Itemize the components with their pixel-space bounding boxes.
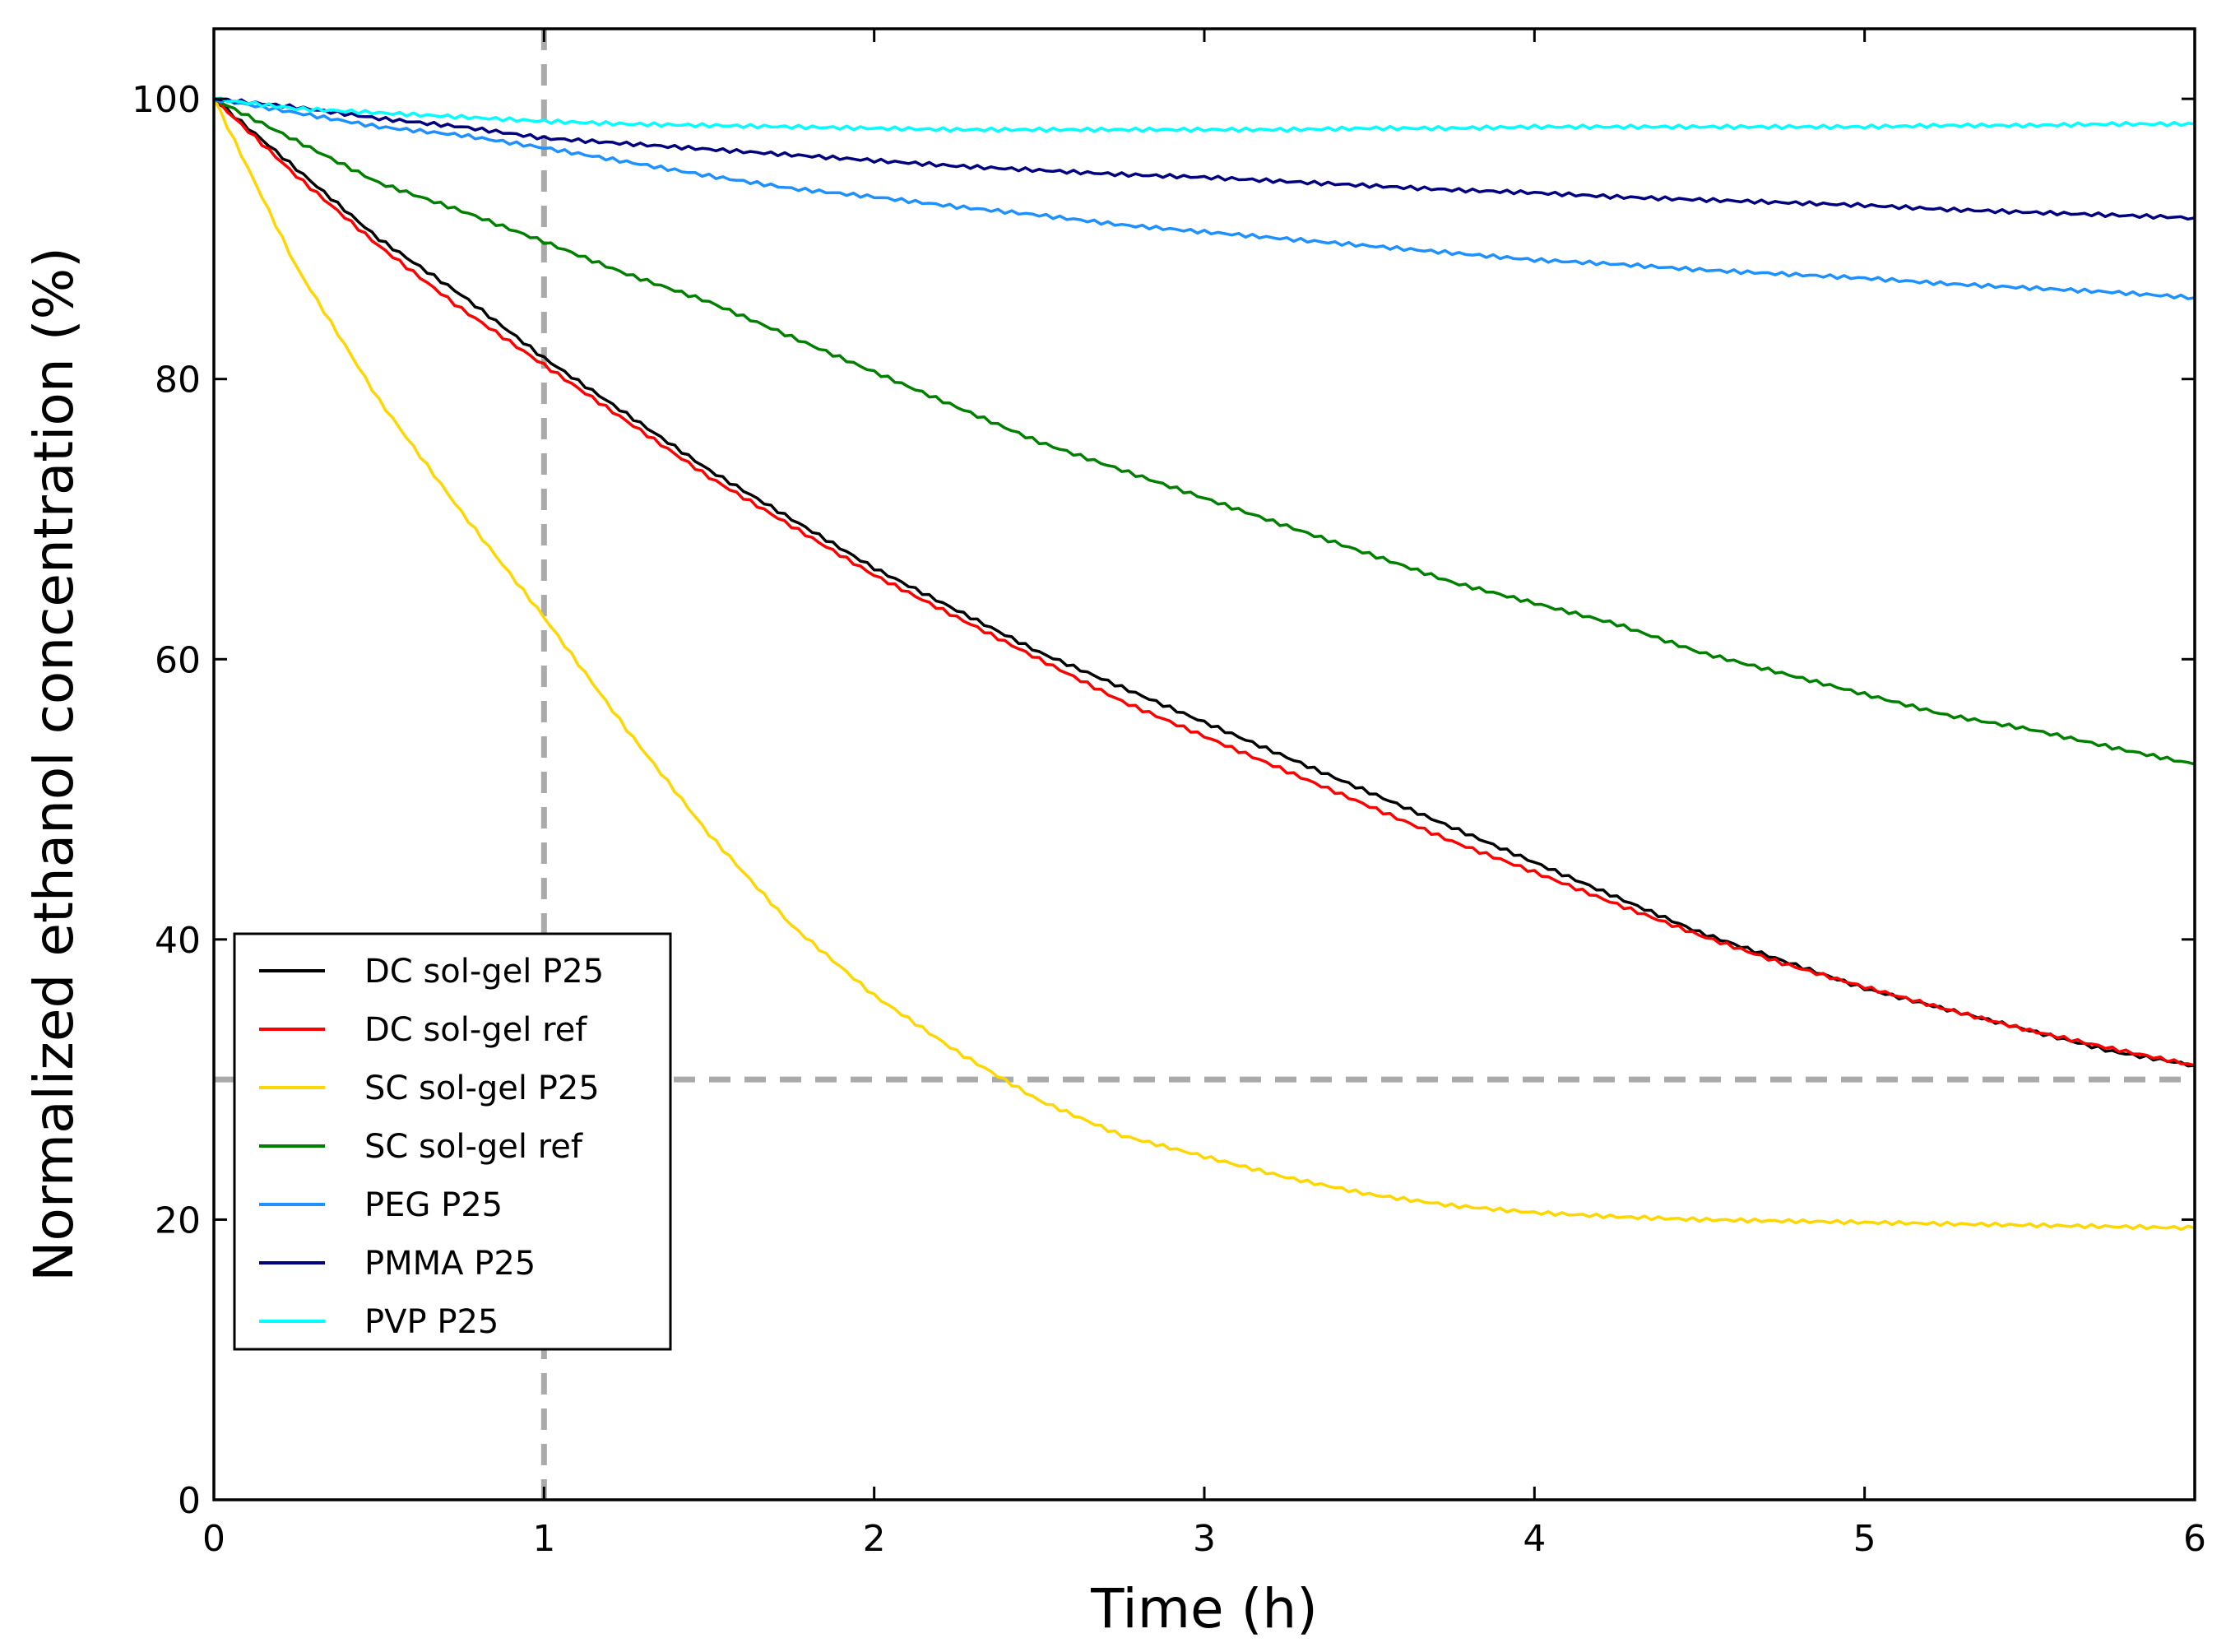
x-tick-label: 6	[2183, 1518, 2206, 1560]
series-line-pmma-p25	[213, 97, 2196, 221]
x-tick-label: 4	[1523, 1518, 1546, 1560]
legend-box	[233, 932, 672, 1351]
y-tick-label: 40	[155, 920, 201, 962]
x-tick-label: 2	[863, 1518, 886, 1560]
legend-label: SC sol-gel P25	[364, 1070, 600, 1107]
series-line-sc-sol-gel-ref	[213, 97, 2196, 766]
legend-label: DC sol-gel P25	[364, 953, 604, 991]
legend-label: PVP P25	[364, 1303, 499, 1341]
legend-label: SC sol-gel ref	[364, 1128, 583, 1166]
x-tick-label: 1	[532, 1518, 555, 1560]
legend-label: DC sol-gel ref	[364, 1011, 587, 1049]
y-tick-label: 100	[132, 79, 201, 121]
y-tick-label: 60	[155, 639, 201, 681]
x-tick-label: 5	[1853, 1518, 1876, 1560]
x-tick-label: 3	[1193, 1518, 1216, 1560]
series-line-sc-sol-gel-p25	[212, 98, 2196, 1232]
legend: DC sol-gel P25 DC sol-gel ref SC sol-gel P…	[233, 932, 672, 1351]
y-tick-label: 80	[155, 360, 201, 401]
legend-label: PEG P25	[364, 1186, 503, 1224]
x-axis-title: Time (h)	[1090, 1577, 1318, 1640]
y-axis-title: Normalized ethanol concentration (%)	[22, 247, 86, 1282]
series-line-pvp-p25	[213, 96, 2196, 133]
series-lines	[212, 96, 2196, 1232]
x-tick-label: 0	[202, 1518, 225, 1560]
series-line-peg-p25	[213, 97, 2196, 300]
y-tick-label: 20	[155, 1200, 201, 1241]
series-line-dc-sol-gel-ref	[212, 97, 2196, 1067]
series-line-dc-sol-gel-p25	[212, 97, 2196, 1068]
y-tick-label: 0	[178, 1480, 201, 1522]
legend-label: PMMA P25	[364, 1245, 536, 1283]
